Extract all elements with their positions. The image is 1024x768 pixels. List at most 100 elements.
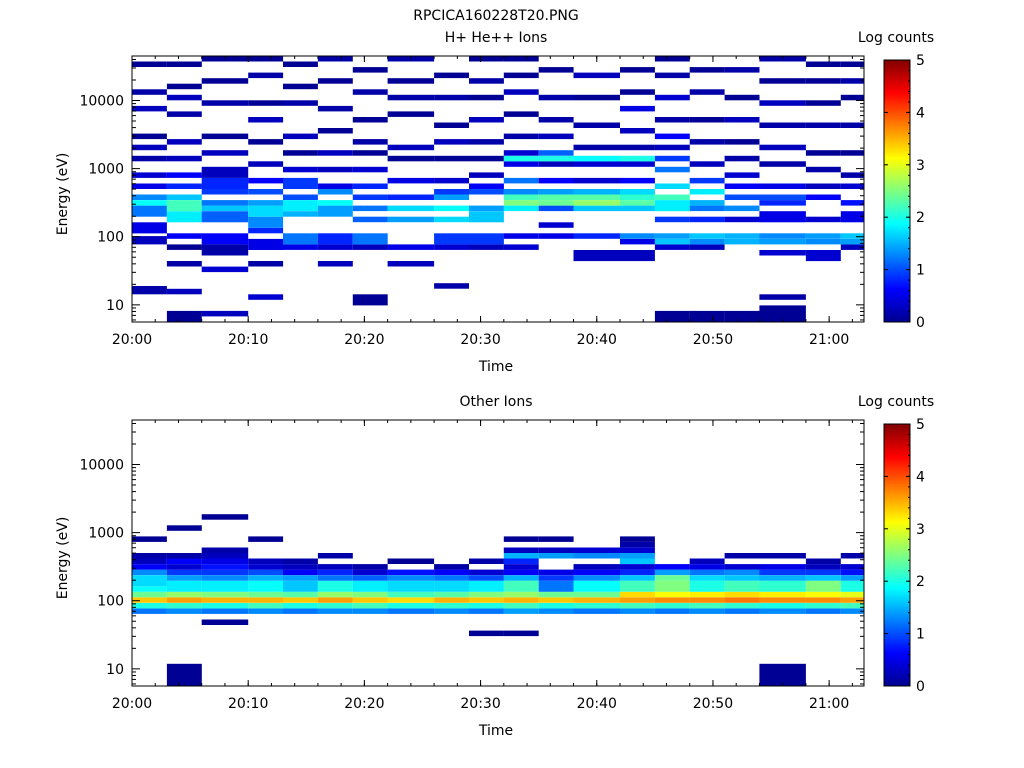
- heatmap-cell: [132, 608, 167, 614]
- heatmap-cell: [538, 553, 574, 559]
- heatmap-cell: [759, 294, 806, 300]
- x-axis: 20:00 20:10 20:20 20:30 20:40 20:50 21:00: [112, 420, 853, 712]
- heatmap-cell: [132, 558, 167, 564]
- heatmap-cell: [503, 111, 539, 117]
- heatmap-cell: [840, 150, 864, 156]
- heatmap-cell: [654, 200, 690, 212]
- heatmap-cell: [352, 591, 388, 598]
- heatmap-cell: [248, 161, 284, 167]
- heatmap-cell: [573, 144, 620, 151]
- heatmap-cell: [724, 205, 760, 212]
- heatmap-cell: [317, 564, 353, 570]
- heatmap-cell: [132, 144, 167, 151]
- colorbar-label: Log counts: [858, 30, 934, 46]
- heatmap-cell: [283, 580, 318, 592]
- heatmap-cell: [759, 194, 806, 200]
- heatmap-cell: [724, 591, 760, 598]
- heatmap-cell: [538, 233, 574, 239]
- heatmap-cell: [840, 575, 864, 581]
- heatmap-cell: [352, 569, 388, 576]
- heatmap-cell: [759, 233, 806, 239]
- heatmap-cell: [573, 608, 620, 614]
- heatmap-cell: [201, 569, 249, 576]
- heatmap-cell: [538, 67, 574, 73]
- heatmap-cell: [503, 591, 539, 598]
- heatmap-cell: [317, 128, 353, 134]
- heatmap-cell: [469, 597, 504, 603]
- heatmap-cell: [352, 580, 388, 592]
- heatmap-cell: [434, 597, 469, 603]
- heatmap-cell: [387, 205, 435, 212]
- heatmap-cell: [654, 597, 690, 603]
- heatmap-cell: [538, 222, 574, 228]
- heatmap-cell: [805, 591, 841, 598]
- heatmap-cell: [469, 630, 504, 637]
- heatmap-cell: [620, 553, 655, 559]
- heatmap-cell: [317, 261, 353, 267]
- heatmap-cell: [724, 155, 760, 162]
- heatmap-cell: [840, 569, 864, 576]
- heatmap-cell: [805, 238, 841, 245]
- heatmap-cell: [317, 591, 353, 598]
- heatmap-cell: [503, 89, 539, 95]
- heatmap-cell: [387, 558, 435, 564]
- heatmap-cell: [805, 183, 841, 189]
- heatmap-cell: [805, 250, 841, 262]
- heatmap-cell: [840, 172, 864, 178]
- heatmap-cell: [538, 194, 574, 200]
- heatmap-cell: [434, 580, 469, 592]
- heatmap-cell: [248, 177, 284, 184]
- heatmap-cell: [132, 222, 167, 234]
- heatmap-cell: [573, 200, 620, 206]
- heatmap-cell: [469, 172, 504, 178]
- heatmap-cell: [620, 541, 655, 548]
- colorbar-tick-label: 5: [916, 53, 925, 69]
- heatmap-cell: [387, 261, 435, 267]
- heatmap-cell: [840, 211, 864, 223]
- heatmap-cell: [166, 525, 202, 531]
- heatmap-cell: [201, 514, 249, 520]
- heatmap-cell: [503, 205, 539, 212]
- heatmap-cell: [689, 580, 725, 592]
- heatmap-cell: [654, 580, 690, 592]
- heatmap-cell: [538, 155, 574, 162]
- heatmap-cell: [503, 580, 539, 592]
- heatmap-cell: [759, 591, 806, 598]
- heatmap-cell: [283, 194, 318, 200]
- heatmap-cell: [503, 630, 539, 637]
- heatmap-cell: [283, 211, 318, 217]
- heatmap-cell: [317, 78, 353, 84]
- heatmap-cell: [387, 575, 435, 581]
- heatmap-cell: [469, 580, 504, 592]
- heatmap-cell: [317, 105, 353, 112]
- heatmap-cell: [689, 177, 725, 184]
- heatmap-cell: [573, 564, 620, 570]
- heatmap-cell: [352, 564, 388, 570]
- heatmap-cell: [689, 602, 725, 609]
- heatmap-cell: [759, 183, 806, 189]
- heatmap-cell: [132, 286, 167, 295]
- heatmap-cell: [654, 575, 690, 581]
- heatmap-cell: [759, 211, 806, 223]
- heatmap-cell: [620, 189, 655, 195]
- heatmap-cell: [654, 56, 690, 62]
- heatmap-cell: [503, 150, 539, 156]
- heatmap-cell: [201, 558, 249, 564]
- heatmap-cell: [573, 547, 620, 553]
- panel-title: H+ He++ Ions: [445, 30, 548, 46]
- x-axis: 20:00 20:10 20:20 20:30 20:40 20:50 21:00: [112, 56, 853, 348]
- x-tick-label: 21:00: [809, 696, 849, 712]
- heatmap-cell: [689, 161, 725, 167]
- heatmap-cell: [689, 564, 725, 570]
- heatmap-cell: [469, 233, 504, 245]
- heatmap-cell: [538, 602, 574, 609]
- heatmap-cell: [132, 133, 167, 140]
- heatmap-cell: [503, 72, 539, 79]
- heatmap-cell: [434, 564, 469, 570]
- heatmap-cell: [840, 602, 864, 609]
- heatmap-cell: [248, 189, 284, 195]
- heatmap-cell: [352, 89, 388, 95]
- heatmap-cell: [248, 227, 284, 234]
- heatmap-cell: [759, 608, 806, 614]
- heatmap-cell: [724, 602, 760, 609]
